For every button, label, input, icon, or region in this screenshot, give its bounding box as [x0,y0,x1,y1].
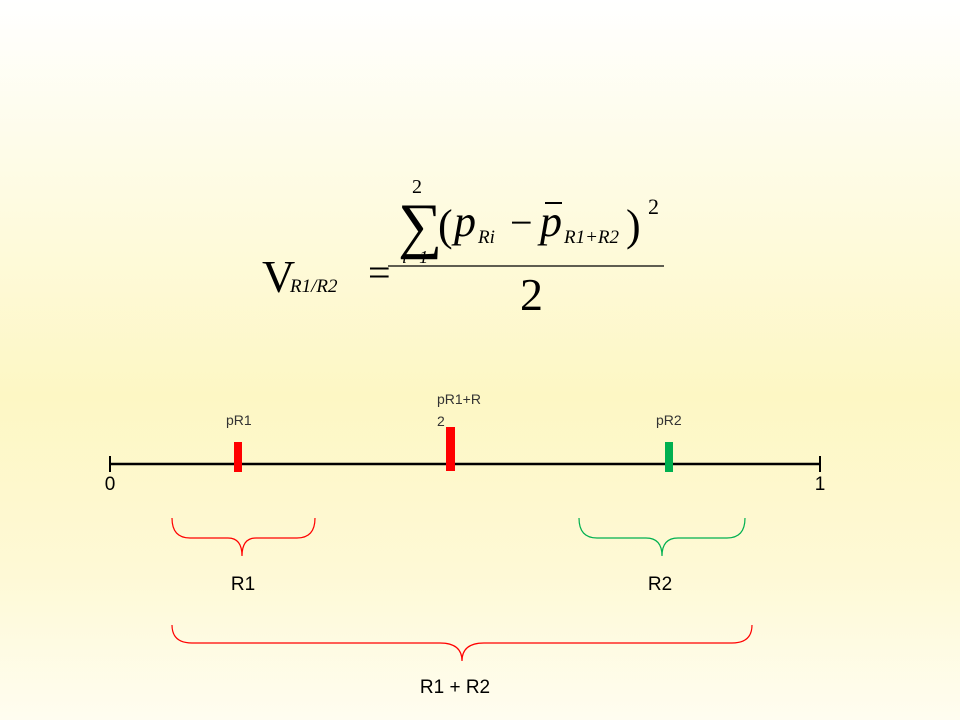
sum-lower: i=1 [402,247,428,267]
brace-r1 [171,517,316,557]
mean-p: p [537,197,562,246]
brace-r1r2 [171,624,753,662]
denominator: 2 [520,269,543,320]
sum-symbol: ∑ [398,192,442,260]
open-paren: ( [438,201,453,250]
line-start-label: 0 [104,474,116,495]
marker-pr1 [234,442,242,472]
brace-label: R1 [230,574,256,595]
marker-pr1r2 [446,427,455,471]
formula-equals: = [368,250,391,295]
brace-label: R2 [647,574,673,595]
marker-label: pR2 [656,412,682,428]
brace-label: R1 + R2 [419,677,491,698]
line-end-label: 1 [814,474,826,495]
exponent: 2 [648,194,659,219]
marker-label: pR1 [226,412,252,428]
formula-lhs: V [262,251,295,302]
mean-subscript: R1+R2 [563,227,620,248]
term-p: p [451,197,476,246]
term-subscript: Ri [477,227,495,248]
brace-r2 [578,517,746,557]
close-paren: ) [626,201,641,250]
marker-label: pR1+R2 [437,391,481,429]
sum-upper: 2 [412,176,422,198]
formula-lhs-subscript: R1/R2 [289,276,338,297]
marker-pr2 [665,442,673,472]
minus: − [510,200,533,245]
